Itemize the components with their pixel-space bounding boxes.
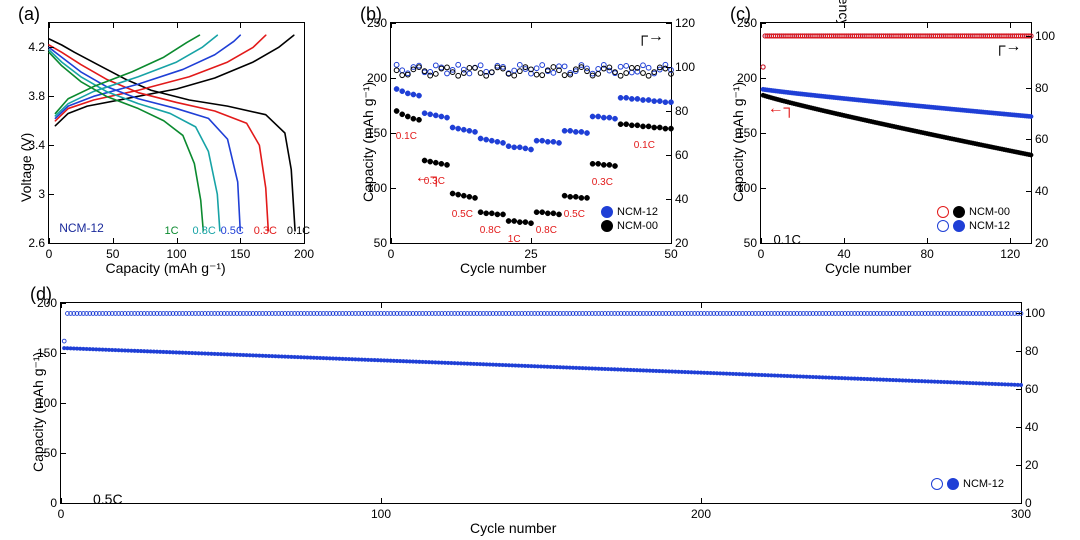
- sample-label: NCM-12: [59, 221, 104, 235]
- plot-area: 0408012050100150200250204060801000.1C←┐┌…: [760, 22, 1032, 244]
- panel-c: (c)0408012050100150200250204060801000.1C…: [760, 22, 1030, 242]
- ytick-right: 20: [1035, 236, 1069, 250]
- rate-annot: 0.1C: [396, 131, 417, 142]
- ytick-right: 40: [1035, 184, 1069, 198]
- plot-svg: [61, 303, 1021, 503]
- xtick: 120: [1000, 247, 1020, 261]
- ytick-left: 3.8: [11, 89, 45, 103]
- legend-label: NCM-12: [617, 205, 658, 219]
- ylabel-left: Voltage (V): [18, 133, 34, 202]
- panel-d: (d)01002003000501001502000204060801000.5…: [60, 302, 1020, 502]
- rate-annot: 1C: [508, 234, 521, 245]
- ytick-right: 100: [1025, 306, 1059, 320]
- xtick: 0: [46, 247, 53, 261]
- ytick-right: 60: [1035, 132, 1069, 146]
- ytick-right: 20: [1025, 458, 1059, 472]
- ytick-left: 0: [23, 496, 57, 510]
- rate-annot: 0.5C: [452, 209, 473, 220]
- ylabel-left: Capacity (mAh g⁻¹): [730, 82, 747, 202]
- legend-label: NCM-00: [617, 219, 658, 233]
- ytick-right: 60: [675, 148, 709, 162]
- xtick: 0: [758, 247, 765, 261]
- xtick: 0: [388, 247, 395, 261]
- xtick: 150: [230, 247, 250, 261]
- legend: NCM-12: [931, 477, 1004, 491]
- arrow-left-icon: ←┐: [415, 169, 442, 187]
- ytick-left: 50: [723, 236, 757, 250]
- xlabel: Capacity (mAh g⁻¹): [106, 260, 226, 277]
- arrow-right-icon: ┌→: [994, 38, 1021, 56]
- ytick-left: 250: [353, 16, 387, 30]
- condition-label: 0.5C: [93, 491, 123, 507]
- ytick-right: 80: [675, 104, 709, 118]
- rate-label: 0.3C: [254, 225, 277, 237]
- rate-label: 0.5C: [221, 225, 244, 237]
- rate-label: 0.8C: [193, 225, 216, 237]
- xtick: 80: [920, 247, 933, 261]
- xtick: 50: [106, 247, 119, 261]
- xlabel: Cycle number: [470, 520, 556, 536]
- plot-area: 01002003000501001502000204060801000.5CNC…: [60, 302, 1022, 504]
- xtick: 100: [371, 507, 391, 521]
- ytick-left: 200: [23, 296, 57, 310]
- ytick-right: 80: [1025, 344, 1059, 358]
- ytick-left: 4.2: [11, 40, 45, 54]
- xtick: 25: [524, 247, 537, 261]
- ytick-left: 50: [353, 236, 387, 250]
- arrow-left-icon: ←┐: [768, 100, 795, 118]
- plot-svg: [49, 23, 304, 243]
- panel-label: (a): [18, 4, 40, 25]
- rate-label: 0.1C: [287, 225, 310, 237]
- rate-annot: 0.8C: [480, 225, 501, 236]
- rate-annot: 0.3C: [592, 177, 613, 188]
- ytick-left: 2.6: [11, 236, 45, 250]
- xtick: 0: [58, 507, 65, 521]
- ylabel-left: Capacity (mAh g⁻¹): [30, 352, 47, 472]
- ytick-right: 40: [675, 192, 709, 206]
- legend: NCM-12NCM-00: [601, 205, 658, 233]
- plot-area: 0501001502002.633.43.84.20.1C0.3C0.5C0.8…: [48, 22, 305, 244]
- xlabel: Cycle number: [825, 260, 911, 276]
- ytick-right: 120: [675, 16, 709, 30]
- ytick-right: 60: [1025, 382, 1059, 396]
- rate-annot: 0.1C: [634, 140, 655, 151]
- arrow-right-icon: ┌→: [637, 28, 664, 46]
- ytick-right: 100: [1035, 29, 1069, 43]
- legend-label: NCM-12: [963, 477, 1004, 491]
- ytick-left: 250: [723, 16, 757, 30]
- ylabel-left: Capacity (mAh g⁻¹): [360, 82, 377, 202]
- ytick-right: 40: [1025, 420, 1059, 434]
- ytick-right: 0: [1025, 496, 1059, 510]
- panel-a: (a)0501001502002.633.43.84.20.1C0.3C0.5C…: [48, 22, 303, 242]
- ytick-right: 100: [675, 60, 709, 74]
- legend-label: NCM-12: [969, 219, 1010, 233]
- xtick: 100: [166, 247, 186, 261]
- xtick: 200: [294, 247, 314, 261]
- xlabel: Cycle number: [460, 260, 546, 276]
- panel-b: (b)0255050100150200250204060801001200.1C…: [390, 22, 670, 242]
- legend-label: NCM-00: [969, 205, 1010, 219]
- ytick-right: 80: [1035, 81, 1069, 95]
- plot-area: 0255050100150200250204060801001200.1C0.3…: [390, 22, 672, 244]
- legend: NCM-00NCM-12: [937, 205, 1010, 233]
- rate-label: 1C: [165, 225, 179, 237]
- rate-annot: 0.5C: [564, 209, 585, 220]
- xtick: 40: [837, 247, 850, 261]
- xtick: 200: [691, 507, 711, 521]
- condition-label: 0.1C: [773, 232, 800, 247]
- ytick-right: 20: [675, 236, 709, 250]
- rate-annot: 0.8C: [536, 225, 557, 236]
